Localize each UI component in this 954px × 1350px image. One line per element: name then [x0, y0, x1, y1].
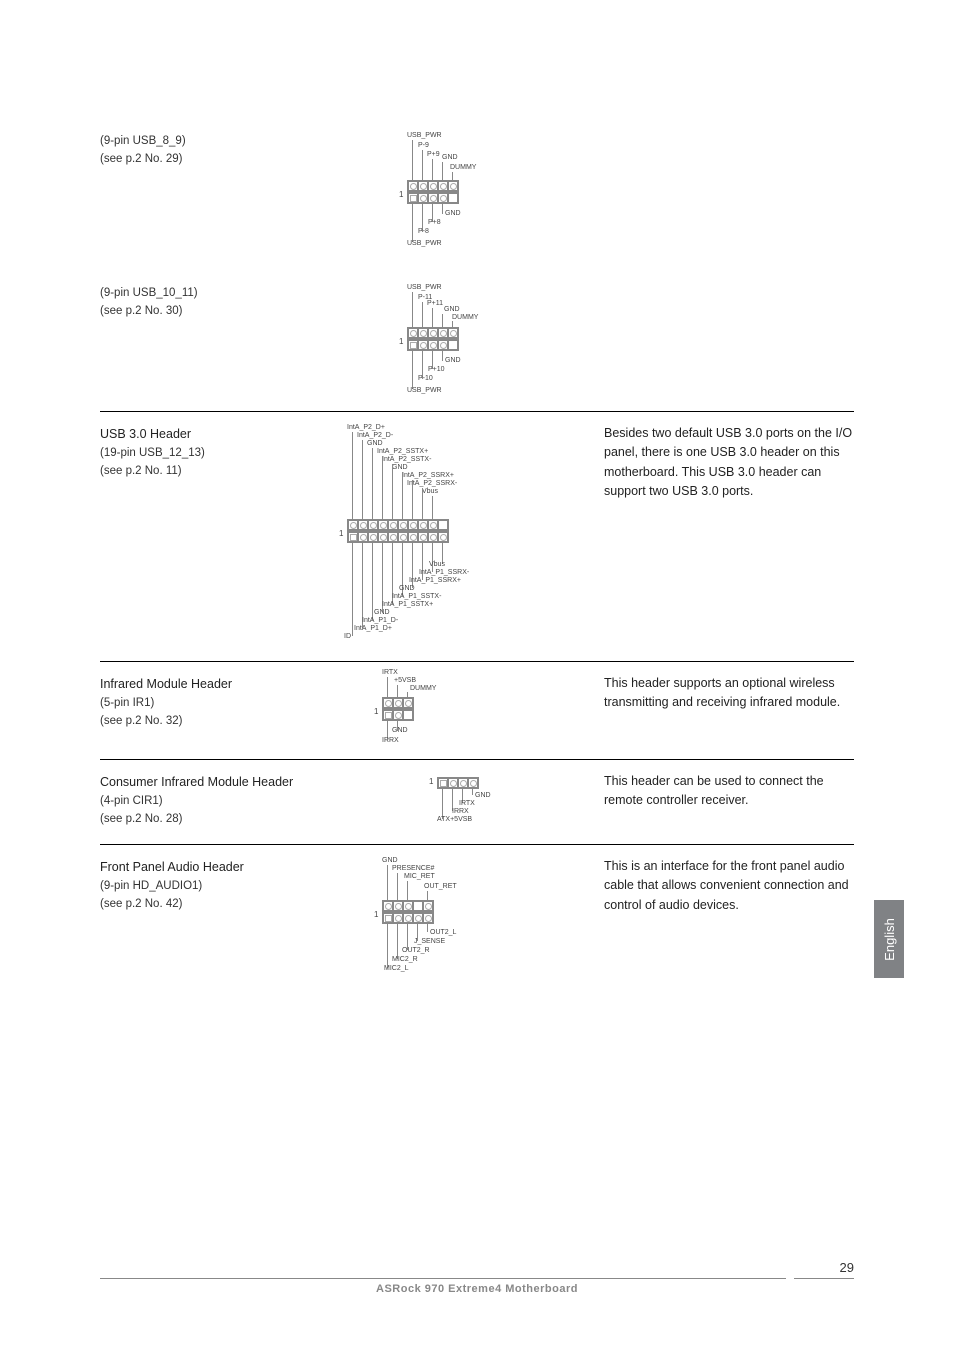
usb-8-9-diagram: USB_PWR P-9 P+9 GND DUMMY 1: [382, 132, 502, 252]
infrared-desc: This header supports an optional wireles…: [604, 674, 854, 713]
page-number: 29: [840, 1260, 854, 1275]
infrared-ref: (see p.2 No. 32): [100, 712, 310, 730]
footer: ASRock 970 Extreme4 Motherboard: [0, 1278, 954, 1295]
section-audio: Front Panel Audio Header (9-pin HD_AUDIO…: [100, 844, 854, 989]
footer-text: ASRock 970 Extreme4 Motherboard: [0, 1283, 954, 1295]
audio-title: Front Panel Audio Header: [100, 857, 310, 877]
usb-10-11-pin: (9-pin USB_10_11): [100, 284, 310, 302]
audio-desc: This is an interface for the front panel…: [604, 857, 854, 915]
infrared-pin: (5-pin IR1): [100, 694, 310, 712]
infrared-title: Infrared Module Header: [100, 674, 310, 694]
usb3-ref: (see p.2 No. 11): [100, 462, 310, 480]
section-usb-10-11: (9-pin USB_10_11) (see p.2 No. 30) USB_P…: [100, 264, 854, 411]
cir-title: Consumer Infrared Module Header: [100, 772, 360, 792]
infrared-diagram: IRTX +5VSB DUMMY 1 GND IRRX: [382, 669, 472, 747]
section-usb3: USB 3.0 Header (19-pin USB_12_13) (see p…: [100, 411, 854, 661]
usb-8-9-pin: (9-pin USB_8_9): [100, 132, 310, 150]
cir-diagram: 1 GND IRTX IRRX ATX+5VSB: [437, 777, 527, 832]
audio-ref: (see p.2 No. 42): [100, 895, 310, 913]
usb-10-11-ref: (see p.2 No. 30): [100, 302, 310, 320]
usb3-pin: (19-pin USB_12_13): [100, 444, 310, 462]
usb3-title: USB 3.0 Header: [100, 424, 310, 444]
cir-desc: This header can be used to connect the r…: [604, 772, 854, 811]
audio-diagram: GND PRESENCE# MIC_RET OUT_RET 1: [382, 857, 502, 977]
usb-10-11-diagram: USB_PWR P-11 P+11 GND DUMMY: [382, 284, 502, 399]
audio-pin: (9-pin HD_AUDIO1): [100, 877, 310, 895]
cir-pin: (4-pin CIR1): [100, 792, 360, 810]
section-infrared: Infrared Module Header (5-pin IR1) (see …: [100, 661, 854, 759]
language-tab: English: [874, 900, 904, 978]
section-usb-8-9: (9-pin USB_8_9) (see p.2 No. 29) USB_PWR…: [100, 120, 854, 264]
usb3-diagram: IntA_P2_D+ IntA_P2_D- GND IntA_P2_SSTX+ …: [347, 424, 517, 649]
cir-ref: (see p.2 No. 28): [100, 810, 360, 828]
usb-8-9-ref: (see p.2 No. 29): [100, 150, 310, 168]
section-cir: Consumer Infrared Module Header (4-pin C…: [100, 759, 854, 844]
language-label: English: [882, 918, 897, 961]
usb3-desc: Besides two default USB 3.0 ports on the…: [604, 424, 854, 502]
